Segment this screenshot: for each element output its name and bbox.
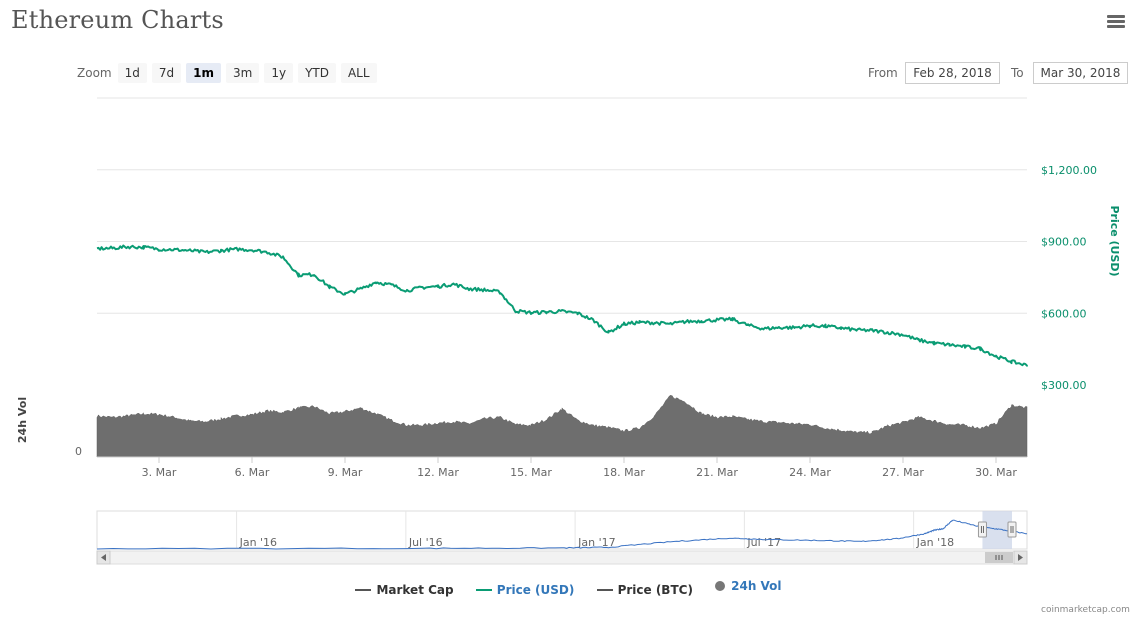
navigator-tick-label: Jan '16 — [239, 536, 277, 549]
x-tick-label: 15. Mar — [510, 466, 552, 479]
price-tick-label: $300.00 — [1041, 379, 1087, 392]
arrow-left-icon — [101, 554, 106, 561]
legend-market-cap[interactable]: Market Cap — [355, 583, 454, 597]
navigator-selection[interactable] — [982, 511, 1012, 549]
zoom-all-button[interactable]: ALL — [340, 63, 377, 83]
zoom-bar: Zoom 1d 7d 1m 3m 1y YTD ALL — [77, 62, 382, 84]
legend-price-usd[interactable]: Price (USD) — [475, 583, 575, 597]
x-tick-label: 30. Mar — [975, 466, 1017, 479]
x-tick-label: 24. Mar — [789, 466, 831, 479]
navigator-tick-label: Jan '18 — [916, 536, 954, 549]
x-tick-label: 18. Mar — [603, 466, 645, 479]
range-to-label: To — [1011, 66, 1024, 80]
navigator-frame — [96, 510, 1028, 550]
volume-axis-title: 24h Vol — [16, 397, 29, 443]
legend-24h-vol[interactable]: 24h Vol — [715, 579, 782, 593]
navigator-tick-label: Jul '16 — [408, 536, 443, 549]
legend-label: 24h Vol — [731, 579, 782, 593]
hamburger-menu-icon[interactable] — [1107, 15, 1125, 29]
navigator-handle[interactable] — [977, 521, 987, 538]
legend-line-icon — [475, 589, 492, 591]
range-from-input[interactable]: Feb 28, 2018 — [905, 62, 1000, 84]
navigator-series-line — [96, 519, 1027, 550]
x-tick-label: 27. Mar — [882, 466, 924, 479]
zoom-1d-button[interactable]: 1d — [117, 63, 147, 83]
x-tick-label: 3. Mar — [142, 466, 177, 479]
navigator-tick-label: Jul '17 — [746, 536, 781, 549]
navigator[interactable]: Jan '16 Jul '16 Jan '17 Jul '17 Jan '18 — [96, 510, 1028, 565]
x-tick-label: 9. Mar — [328, 466, 363, 479]
price-tick-label: $600.00 — [1041, 307, 1087, 320]
scrollbar-track[interactable] — [96, 550, 1028, 565]
volume-layer — [96, 394, 1028, 458]
price-axis-title: Price (USD) — [1108, 205, 1121, 276]
arrow-right-icon — [1018, 554, 1023, 561]
x-axis: 3. Mar 6. Mar 9. Mar 12. Mar 15. Mar 18. Mar 2… — [142, 457, 1017, 479]
navigator-handle[interactable] — [1007, 521, 1017, 538]
price-tick-label: $900.00 — [1041, 236, 1087, 249]
range-from-label: From — [868, 66, 898, 80]
volume-area — [96, 394, 1028, 458]
x-tick-label: 6. Mar — [235, 466, 270, 479]
legend-line-icon — [596, 589, 613, 591]
x-tick-label: 12. Mar — [417, 466, 459, 479]
zoom-7d-button[interactable]: 7d — [151, 63, 182, 83]
navigator-tick-label: Jan '17 — [577, 536, 615, 549]
grid-lines — [97, 97, 1027, 314]
price-tick-label: $1,200.00 — [1041, 164, 1097, 177]
credit-link[interactable]: coinmarketcap.com — [1041, 605, 1130, 615]
page-title: Ethereum Charts — [11, 6, 224, 34]
zoom-3m-button[interactable]: 3m — [225, 63, 260, 83]
zoom-ytd-button[interactable]: YTD — [298, 63, 336, 83]
legend-dot-icon — [715, 581, 726, 591]
legend: Market Cap Price (USD) Price (BTC) 24h V… — [0, 579, 1137, 597]
zoom-label: Zoom — [77, 66, 112, 80]
legend-label: Price (BTC) — [617, 583, 693, 597]
volume-zero-tick: 0 — [75, 445, 82, 458]
legend-price-btc[interactable]: Price (BTC) — [596, 583, 693, 597]
legend-label: Market Cap — [376, 583, 454, 597]
zoom-1m-button[interactable]: 1m — [186, 63, 221, 83]
legend-line-icon — [355, 589, 372, 591]
x-tick-label: 21. Mar — [696, 466, 738, 479]
price-usd-line — [96, 244, 1028, 367]
zoom-1y-button[interactable]: 1y — [264, 63, 294, 83]
price-layer — [96, 244, 1028, 367]
price-axis: $300.00 $600.00 $900.00 $1,200.00 — [1041, 164, 1097, 392]
legend-label: Price (USD) — [496, 583, 575, 597]
range-to-input[interactable]: Mar 30, 2018 — [1033, 62, 1128, 84]
